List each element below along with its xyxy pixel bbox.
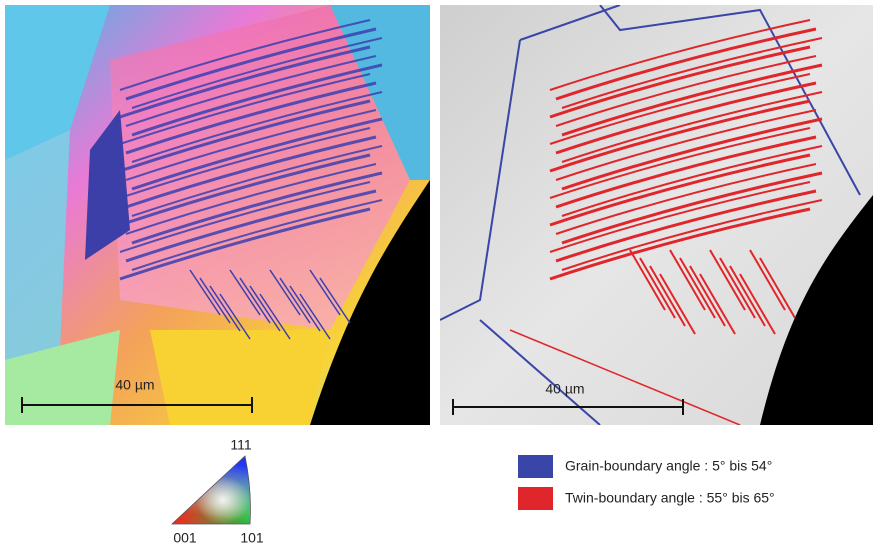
scale-label: 40 µm <box>115 377 154 393</box>
boundary-map <box>440 5 873 425</box>
orientation-map <box>5 5 430 425</box>
legend-label: Twin-boundary angle : 55° bis 65° <box>565 490 775 506</box>
triangle-label: 101 <box>240 530 264 546</box>
legend-swatch <box>518 455 553 478</box>
legend: Grain-boundary angle : 5° bis 54° Twin-bo… <box>518 455 775 510</box>
triangle-label: 001 <box>173 530 197 546</box>
figure: 40 µm 40 µm 111 001 101 Grain-boundary a… <box>0 0 873 550</box>
scale-label: 40 µm <box>545 381 584 397</box>
color-key <box>172 456 250 524</box>
legend-label: Grain-boundary angle : 5° bis 54° <box>565 458 772 474</box>
legend-swatch <box>518 487 553 510</box>
triangle-label: 111 <box>230 437 251 453</box>
